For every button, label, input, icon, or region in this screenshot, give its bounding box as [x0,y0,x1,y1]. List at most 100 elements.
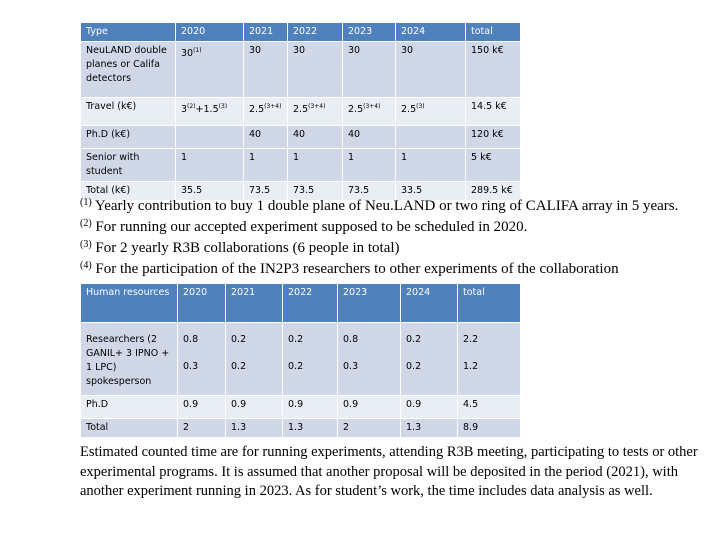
cell-text: 289.5 k€ [471,185,513,196]
table-cell: 30 [342,41,396,98]
table-cell: 0.2 0.2 [400,322,458,396]
cell-text: 35.5 [181,185,203,196]
footnote-mark: (2) [80,218,92,229]
table-cell: Senior with student [80,148,176,182]
cell-text: 2.5 [293,104,309,115]
cell-line: 2 [183,422,190,433]
table-cell: 40 [342,125,396,149]
cell-text: 73.5 [293,185,315,196]
cell-text: 40 [249,129,262,140]
table-cell: 1 [175,148,244,182]
cell-text: 14.5 k€ [471,101,507,112]
table-cell: 4.5 [457,395,521,419]
cell-text: Total (k€) [86,185,131,196]
cell-text: Senior with student [86,152,140,177]
header-text: 2021 [249,26,274,37]
footnote: (1) Yearly contribution to buy 1 double … [80,194,710,215]
cell-text: 5 k€ [471,152,492,163]
cell-line: 0.9 [288,399,304,410]
cell-line: 1.3 [288,422,304,433]
table-cell: 1 [342,148,396,182]
table-cell: 1 [395,148,466,182]
cell-line: 2 [343,422,350,433]
table-cell: 73.5 [342,181,396,201]
cell-text: 120 k€ [471,129,504,140]
header-text: 2020 [181,26,206,37]
cell-text: Ph.D (k€) [86,129,131,140]
table-row: Ph.D (k€) 40 40 40 120 k€ [80,125,521,149]
table-cell: 1.3 [282,418,338,438]
header-cell: 2024 [400,283,458,323]
cell-text: 33.5 [401,185,423,196]
cell-text: 73.5 [249,185,271,196]
footnote-text: Yearly contribution to buy 1 double plan… [94,198,679,214]
table-cell: 8.9 [457,418,521,438]
table-cell: 14.5 k€ [465,97,521,126]
header-cell: 2022 [282,283,338,323]
table-cell: 289.5 k€ [465,181,521,201]
header-cell: total [465,22,521,42]
cell-text: 30 [401,45,414,56]
footnotes: (1) Yearly contribution to buy 1 double … [80,194,710,278]
table-cell: Total [80,418,178,438]
cell-line: 0.8 [343,334,359,345]
cell-line: 0.9 [343,399,359,410]
table-cell: 2.2 1.2 [457,322,521,396]
header-cell: 2023 [337,283,401,323]
cell-text: 30 [249,45,262,56]
header-text: 2024 [406,287,431,298]
table-cell: Ph.D [80,395,178,419]
footnote-ref: (3+4) [363,103,381,110]
cell-line: 1.2 [463,361,479,372]
header-text: 2022 [288,287,313,298]
cell-line: 0.2 [406,334,422,345]
table-row: Ph.D 0.9 0.9 0.9 0.9 0.9 4.5 [80,395,521,419]
cell-text: 150 k€ [471,45,504,56]
table-cell: 30 [243,41,288,98]
header-cell: 2022 [287,22,343,42]
table-cell: NeuLAND double planes or Califa detector… [80,41,176,98]
cell-line: 0.3 [183,361,199,372]
footnote-ref: (3+4) [308,103,326,110]
table-cell: 1 [287,148,343,182]
table-cell: 35.5 [175,181,244,201]
table-cell: 3(2)+1.5(3) [175,97,244,126]
footnote-mark: (3) [80,239,92,250]
table-row: Total (k€) 35.5 73.5 73.5 73.5 33.5 289.5 k€ [80,181,521,201]
cell-line: 0.3 [343,361,359,372]
table-cell: 2.5(3) [395,97,466,126]
table-cell: 2.5(3+4) [287,97,343,126]
header-text: 2023 [343,287,368,298]
footnote-mark: (4) [80,260,92,271]
cell-line: 4.5 [463,399,479,410]
footnote: (4) For the participation of the IN2P3 r… [80,257,710,278]
cell-line: 0.9 [231,399,247,410]
cell-line: spokesperson [86,376,152,387]
cell-text: 1 [249,152,256,163]
table-cell: 30(1) [175,41,244,98]
table-cell: 2.5(3+4) [342,97,396,126]
table-cell: 1.3 [225,418,283,438]
cell-text: 2.5 [249,104,265,115]
cell-line: 2.2 [463,334,479,345]
budget-table: Type 2020 2021 2022 2023 2024 total NeuLAND dou… [80,22,521,201]
cell-text: 3 [181,104,188,115]
table-cell: 0.8 0.3 [337,322,401,396]
cell-line: 0.2 [406,361,422,372]
header-text: Human resources [86,287,170,298]
table-cell: 0.9 [400,395,458,419]
cell-line: 1.3 [406,422,422,433]
header-cell: 2020 [175,22,244,42]
table-cell: 0.9 [282,395,338,419]
header-cell: 2020 [177,283,226,323]
footnote-text: For 2 yearly R3B collaborations (6 peopl… [95,240,400,256]
table-cell: 0.9 [225,395,283,419]
cell-text: 30 [348,45,361,56]
table-cell: 0.9 [177,395,226,419]
table-cell: Ph.D (k€) [80,125,176,149]
header-cell: Human resources [80,283,178,323]
table-cell: 0.2 0.2 [225,322,283,396]
table-cell: 30 [287,41,343,98]
header-cell: 2023 [342,22,396,42]
